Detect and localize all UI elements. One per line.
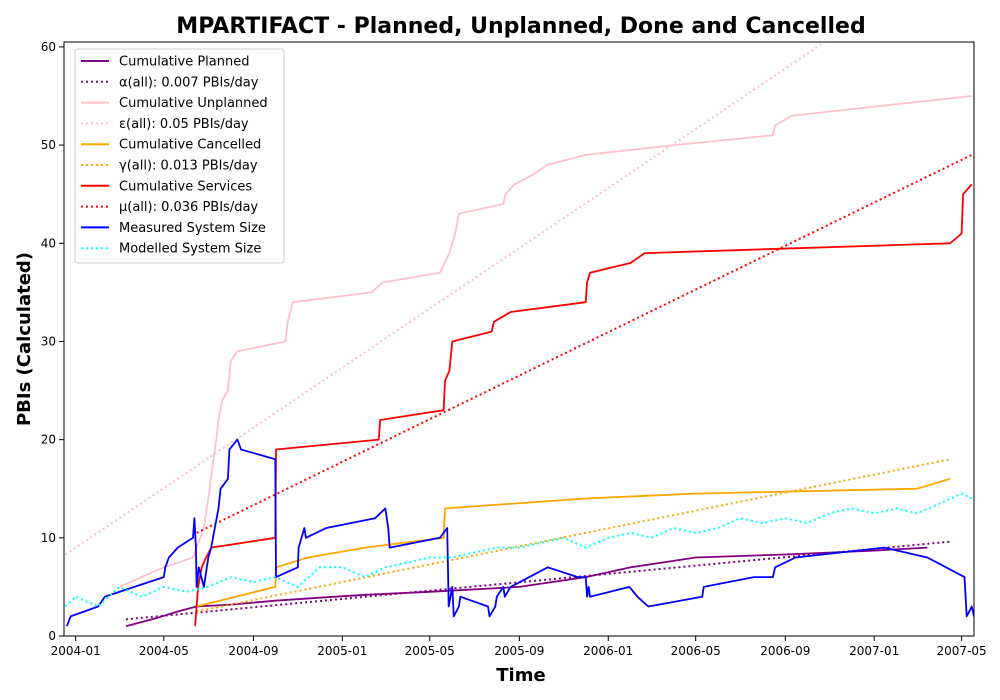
legend-label: Cumulative Unplanned [119, 96, 268, 111]
x-tick-label: 2005-05 [405, 644, 455, 658]
y-tick-label: 60 [41, 40, 56, 54]
y-tick-label: 40 [41, 236, 56, 250]
legend-label: α(all): 0.007 PBIs/day [119, 75, 259, 90]
x-tick-label: 2005-01 [317, 644, 367, 658]
y-axis-title: PBIs (Calculated) [14, 252, 35, 426]
x-tick-label: 2004-09 [228, 644, 278, 658]
y-tick-label: 50 [41, 138, 56, 152]
legend-label: Cumulative Planned [119, 55, 249, 70]
x-tick-label: 2007-01 [849, 644, 899, 658]
series-line-measured-system-size [66, 438, 974, 627]
y-axis: 0 10 20 30 40 50 60 [41, 40, 64, 643]
x-axis-title: Time [496, 665, 545, 686]
y-tick-label: 0 [48, 629, 56, 643]
x-tick-label: 2007-05 [937, 644, 987, 658]
x-tick-label: 2004-05 [139, 644, 189, 658]
series-line-all-0-036-pbis-day [196, 154, 973, 534]
legend-label: γ(all): 0.013 PBIs/day [119, 159, 258, 174]
legend-label: Cumulative Cancelled [119, 138, 261, 153]
legend-label: ε(all): 0.05 PBIs/day [119, 117, 249, 132]
series-line-cumulative-planned [125, 546, 928, 628]
chart-title: MPARTIFACT - Planned, Unplanned, Done an… [176, 14, 865, 39]
x-axis: 2004-01 2004-05 2004-09 2005-01 2005-05 2005-… [51, 636, 987, 658]
x-tick-label: 2006-09 [760, 644, 810, 658]
series-line-cumulative-unplanned [119, 95, 972, 588]
series-line-modelled-system-size [64, 492, 973, 608]
series-line-all-0-013-pbis-day [196, 458, 951, 613]
legend-label: Cumulative Services [119, 179, 252, 194]
x-tick-label: 2005-09 [494, 644, 544, 658]
series-layer [64, 42, 974, 628]
legend: Cumulative Planned α(all): 0.007 PBIs/day… [74, 48, 285, 264]
y-tick-label: 30 [41, 334, 56, 348]
x-tick-label: 2006-05 [671, 644, 721, 658]
x-tick-label: 2004-01 [51, 644, 101, 658]
legend-label: μ(all): 0.036 PBIs/day [119, 200, 258, 215]
legend-label: Modelled System Size [119, 242, 261, 257]
x-tick-label: 2006-01 [583, 644, 633, 658]
legend-box [74, 48, 285, 264]
y-tick-label: 20 [41, 433, 56, 447]
y-tick-label: 10 [41, 531, 56, 545]
legend-label: Measured System Size [119, 221, 266, 236]
